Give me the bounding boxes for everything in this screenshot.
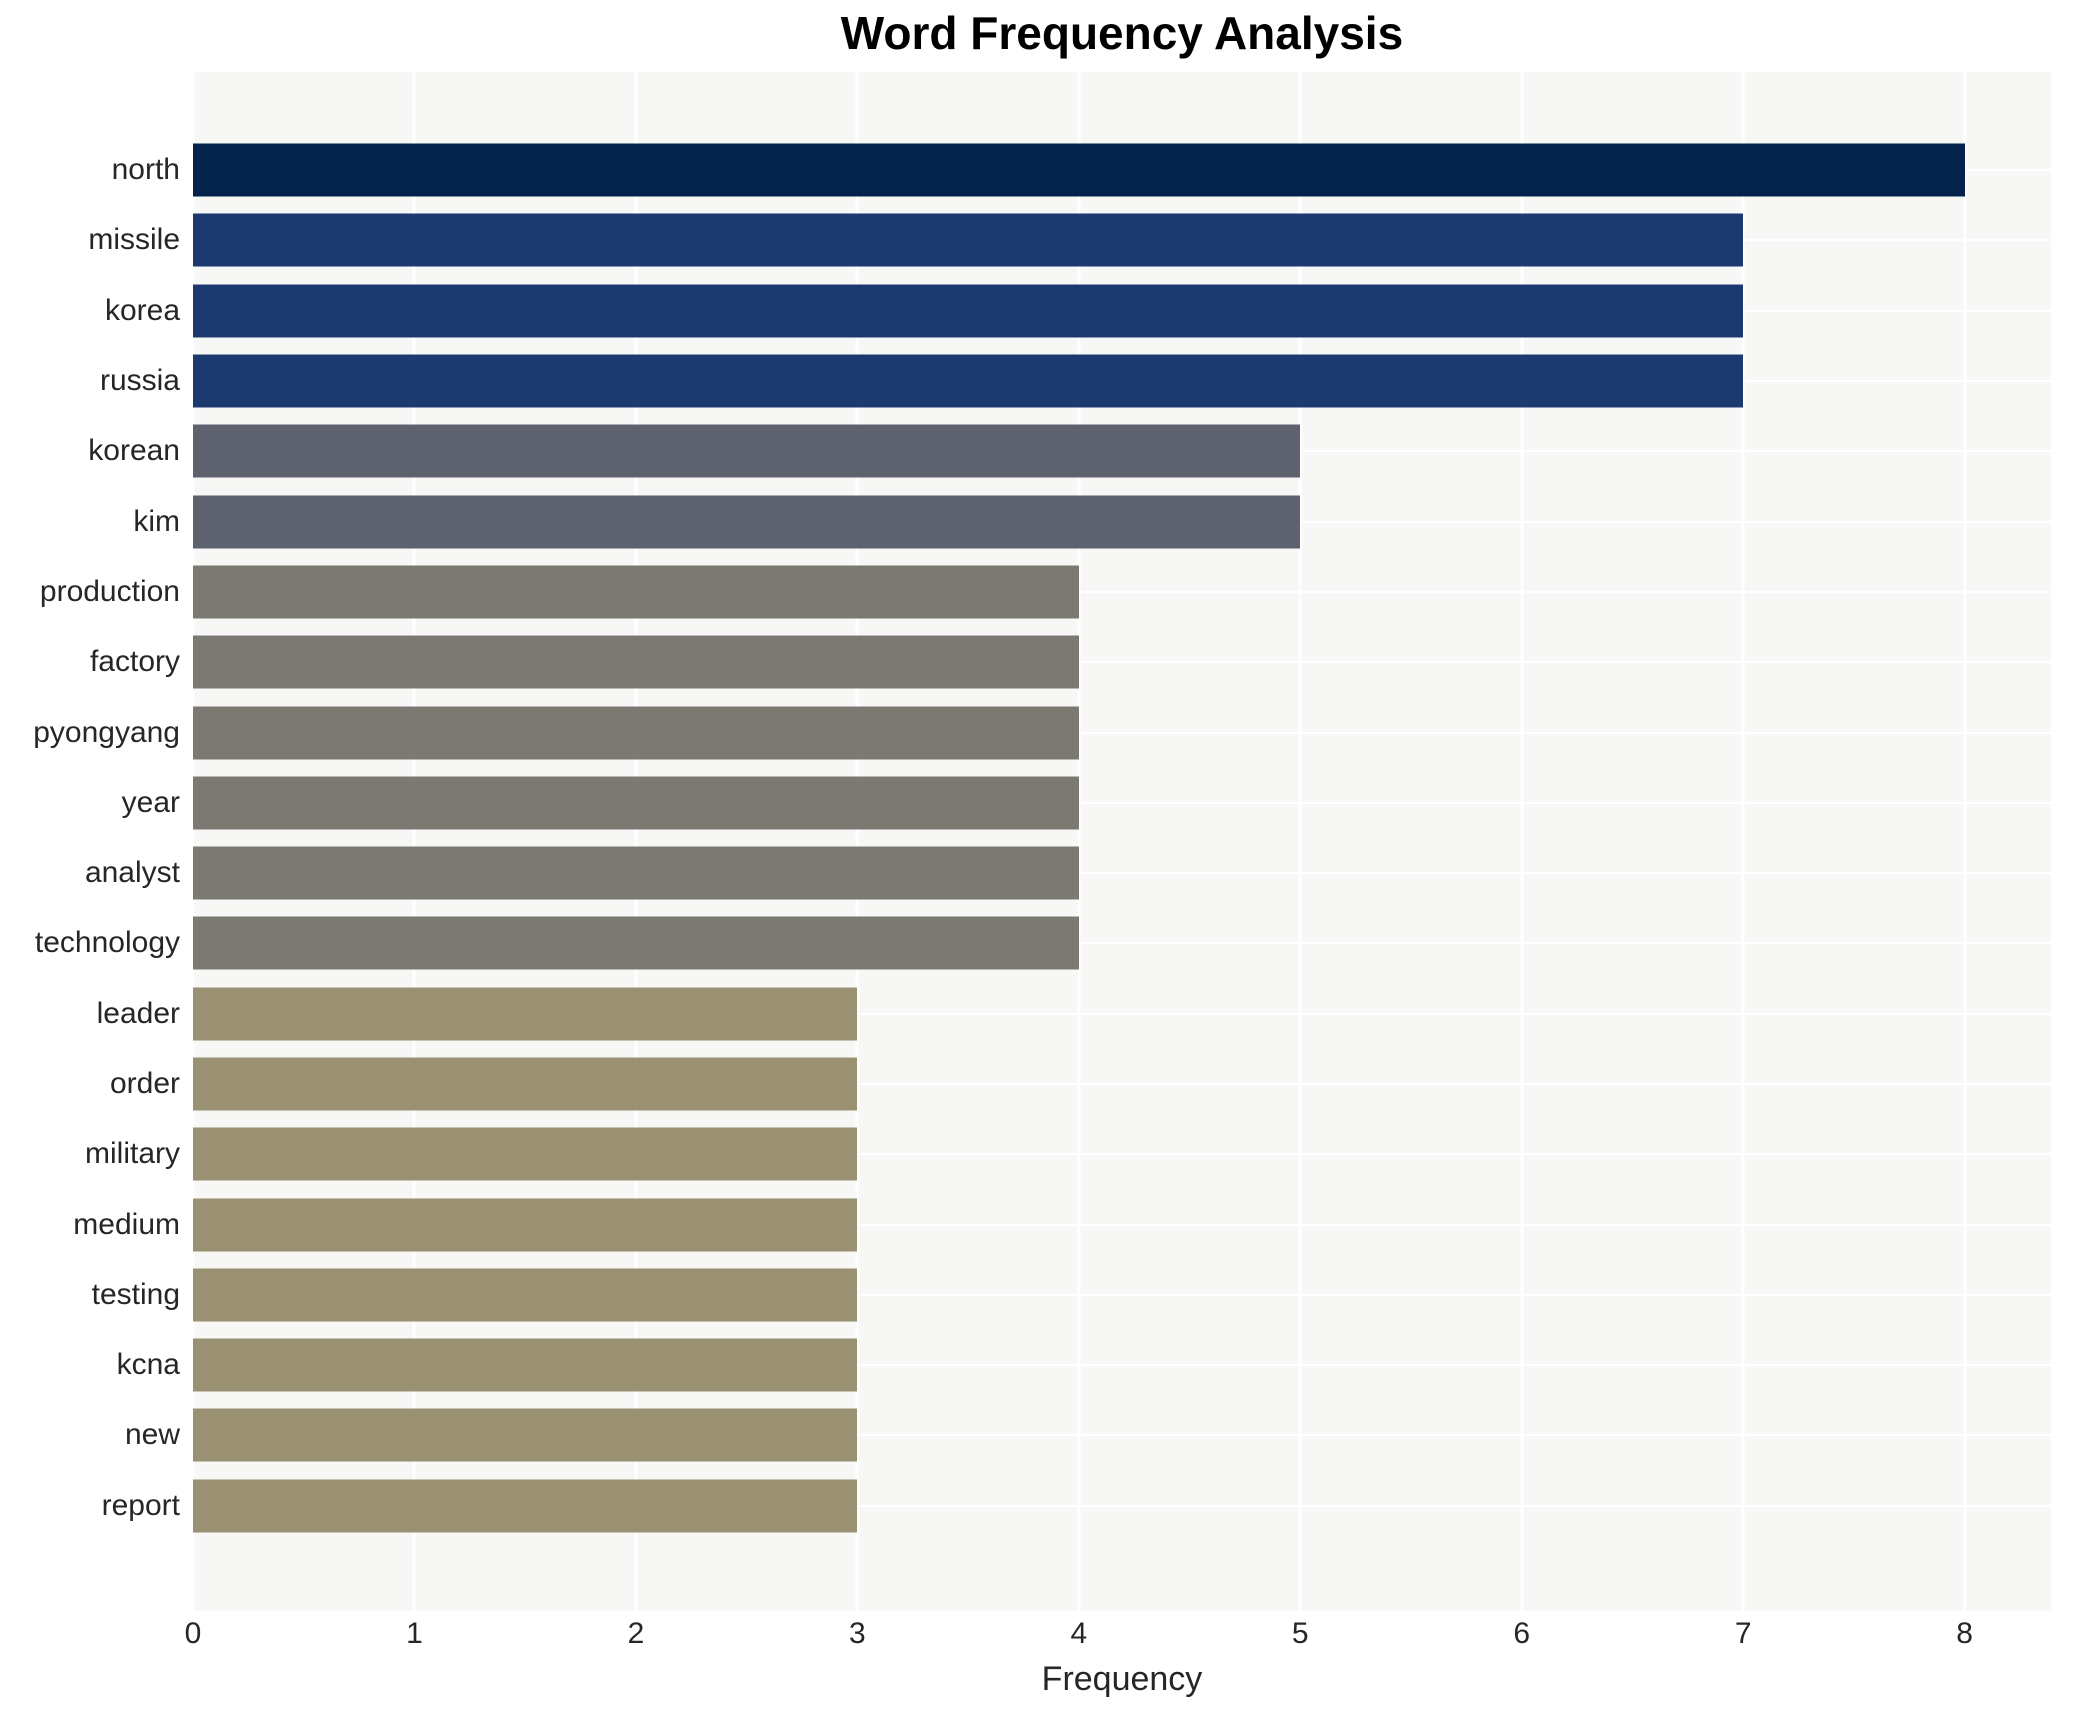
bar-row: military bbox=[85, 1119, 2051, 1189]
gridline-y bbox=[193, 1293, 2051, 1296]
bar-row: factory bbox=[90, 627, 2051, 697]
gridline-y bbox=[193, 1153, 2051, 1156]
gridline-x-5 bbox=[1298, 72, 1302, 1611]
y-axis-label: order bbox=[109, 1067, 180, 1100]
bar-row: new bbox=[125, 1400, 2051, 1470]
gridline-y bbox=[193, 801, 2051, 804]
bar-row: missile bbox=[88, 205, 2051, 275]
y-axis-label: leader bbox=[96, 996, 180, 1030]
gridline-y bbox=[193, 1223, 2051, 1226]
gridline-y bbox=[193, 1083, 2051, 1085]
y-axis-label: technology bbox=[34, 926, 180, 960]
gridline-x-6 bbox=[1520, 72, 1524, 1611]
y-axis-label: production bbox=[39, 574, 180, 608]
bar-row: pyongyang bbox=[33, 697, 2051, 767]
bar bbox=[193, 635, 1079, 689]
bar bbox=[193, 1338, 858, 1392]
gridline-x-2 bbox=[634, 72, 638, 1611]
bar bbox=[193, 143, 1965, 197]
x-tick-label: 1 bbox=[406, 1617, 423, 1650]
gridline-y bbox=[193, 590, 2051, 593]
y-axis-label: testing bbox=[91, 1277, 180, 1311]
gridline-x-0 bbox=[191, 72, 195, 1611]
y-axis-label: north bbox=[111, 153, 180, 187]
bar-rows: north missile korea russia korean kim producti… bbox=[33, 135, 2051, 1541]
gridline-y bbox=[193, 731, 2051, 734]
bar bbox=[193, 1479, 858, 1533]
bar-row: medium bbox=[73, 1189, 2051, 1259]
y-axis-label: report bbox=[101, 1488, 180, 1522]
gridline-y bbox=[193, 1434, 2051, 1437]
bar bbox=[193, 1057, 858, 1111]
gridline-x-7 bbox=[1741, 72, 1745, 1611]
bar bbox=[193, 1198, 858, 1252]
x-tick-label: 7 bbox=[1734, 1617, 1752, 1650]
y-axis-label: analyst bbox=[84, 856, 180, 890]
bar bbox=[193, 776, 1079, 830]
bar bbox=[193, 213, 1744, 267]
y-axis-label: kcna bbox=[116, 1348, 180, 1382]
bar-row: technology bbox=[35, 908, 2051, 978]
y-axis-label: medium bbox=[73, 1207, 180, 1241]
bar-row: kim bbox=[133, 486, 2051, 556]
x-tick-label: 3 bbox=[849, 1617, 866, 1650]
bar bbox=[193, 424, 1301, 478]
y-axis-label: missile bbox=[88, 223, 180, 257]
gridline-y bbox=[193, 872, 2051, 875]
y-axis-label: korea bbox=[104, 293, 180, 327]
bar-row: order bbox=[110, 1049, 2051, 1119]
bar bbox=[193, 354, 1744, 408]
bar bbox=[193, 846, 1079, 900]
bar-row: analyst bbox=[85, 838, 2051, 908]
x-tick-label: 2 bbox=[627, 1617, 645, 1650]
chart-title: Word Frequency Analysis bbox=[840, 7, 1404, 59]
bar bbox=[193, 916, 1079, 970]
bar-row: korean bbox=[88, 416, 2051, 486]
plot-area: north missile korea russia korean kim producti… bbox=[33, 72, 2051, 1611]
gridline-y bbox=[193, 942, 2051, 945]
x-axis-ticks: 0 1 2 3 4 5 6 7 8 bbox=[185, 1617, 2051, 1657]
gridline-x-4 bbox=[1077, 72, 1081, 1611]
y-axis-label: korean bbox=[88, 434, 180, 468]
x-axis-label: Frequency bbox=[1041, 1660, 1203, 1698]
gridline-y bbox=[193, 1504, 2051, 1507]
x-tick-label: 0 bbox=[184, 1617, 202, 1650]
y-axis-label: kim bbox=[133, 504, 180, 538]
gridline-y bbox=[193, 661, 2051, 664]
bar-row: leader bbox=[97, 979, 2051, 1049]
gridline-y bbox=[193, 1364, 2051, 1367]
bar bbox=[193, 706, 1079, 760]
x-tick-label: 8 bbox=[1956, 1617, 1973, 1650]
bar bbox=[193, 284, 1744, 338]
y-axis-label: russia bbox=[99, 364, 180, 398]
bar bbox=[193, 1268, 858, 1322]
bar bbox=[193, 1127, 858, 1181]
y-axis-label: new bbox=[124, 1418, 180, 1452]
x-tick-label: 4 bbox=[1070, 1617, 1088, 1650]
bar bbox=[193, 495, 1301, 549]
bar-row: korea bbox=[105, 276, 2051, 346]
bar bbox=[193, 1408, 858, 1462]
bar-row: production bbox=[40, 557, 2051, 627]
bar-row: russia bbox=[100, 346, 2051, 416]
gridline-x-1 bbox=[412, 72, 416, 1611]
bar-row: north bbox=[112, 135, 2051, 205]
x-tick-label: 5 bbox=[1291, 1617, 1309, 1650]
bar-row: report bbox=[102, 1471, 2051, 1541]
y-axis-label: year bbox=[121, 785, 180, 819]
gridline-x-8 bbox=[1963, 72, 1967, 1611]
bar-row: testing bbox=[92, 1260, 2051, 1330]
bar bbox=[193, 565, 1079, 619]
gridline-x-3 bbox=[855, 72, 859, 1611]
y-axis-label: military bbox=[85, 1137, 180, 1171]
x-tick-label: 6 bbox=[1513, 1617, 1531, 1650]
y-axis-label: pyongyang bbox=[33, 715, 180, 749]
bar-row: kcna bbox=[117, 1330, 2051, 1400]
bar-row: year bbox=[122, 768, 2051, 838]
y-axis-label: factory bbox=[89, 645, 180, 679]
bar bbox=[193, 987, 858, 1041]
gridline-y bbox=[193, 1012, 2051, 1015]
